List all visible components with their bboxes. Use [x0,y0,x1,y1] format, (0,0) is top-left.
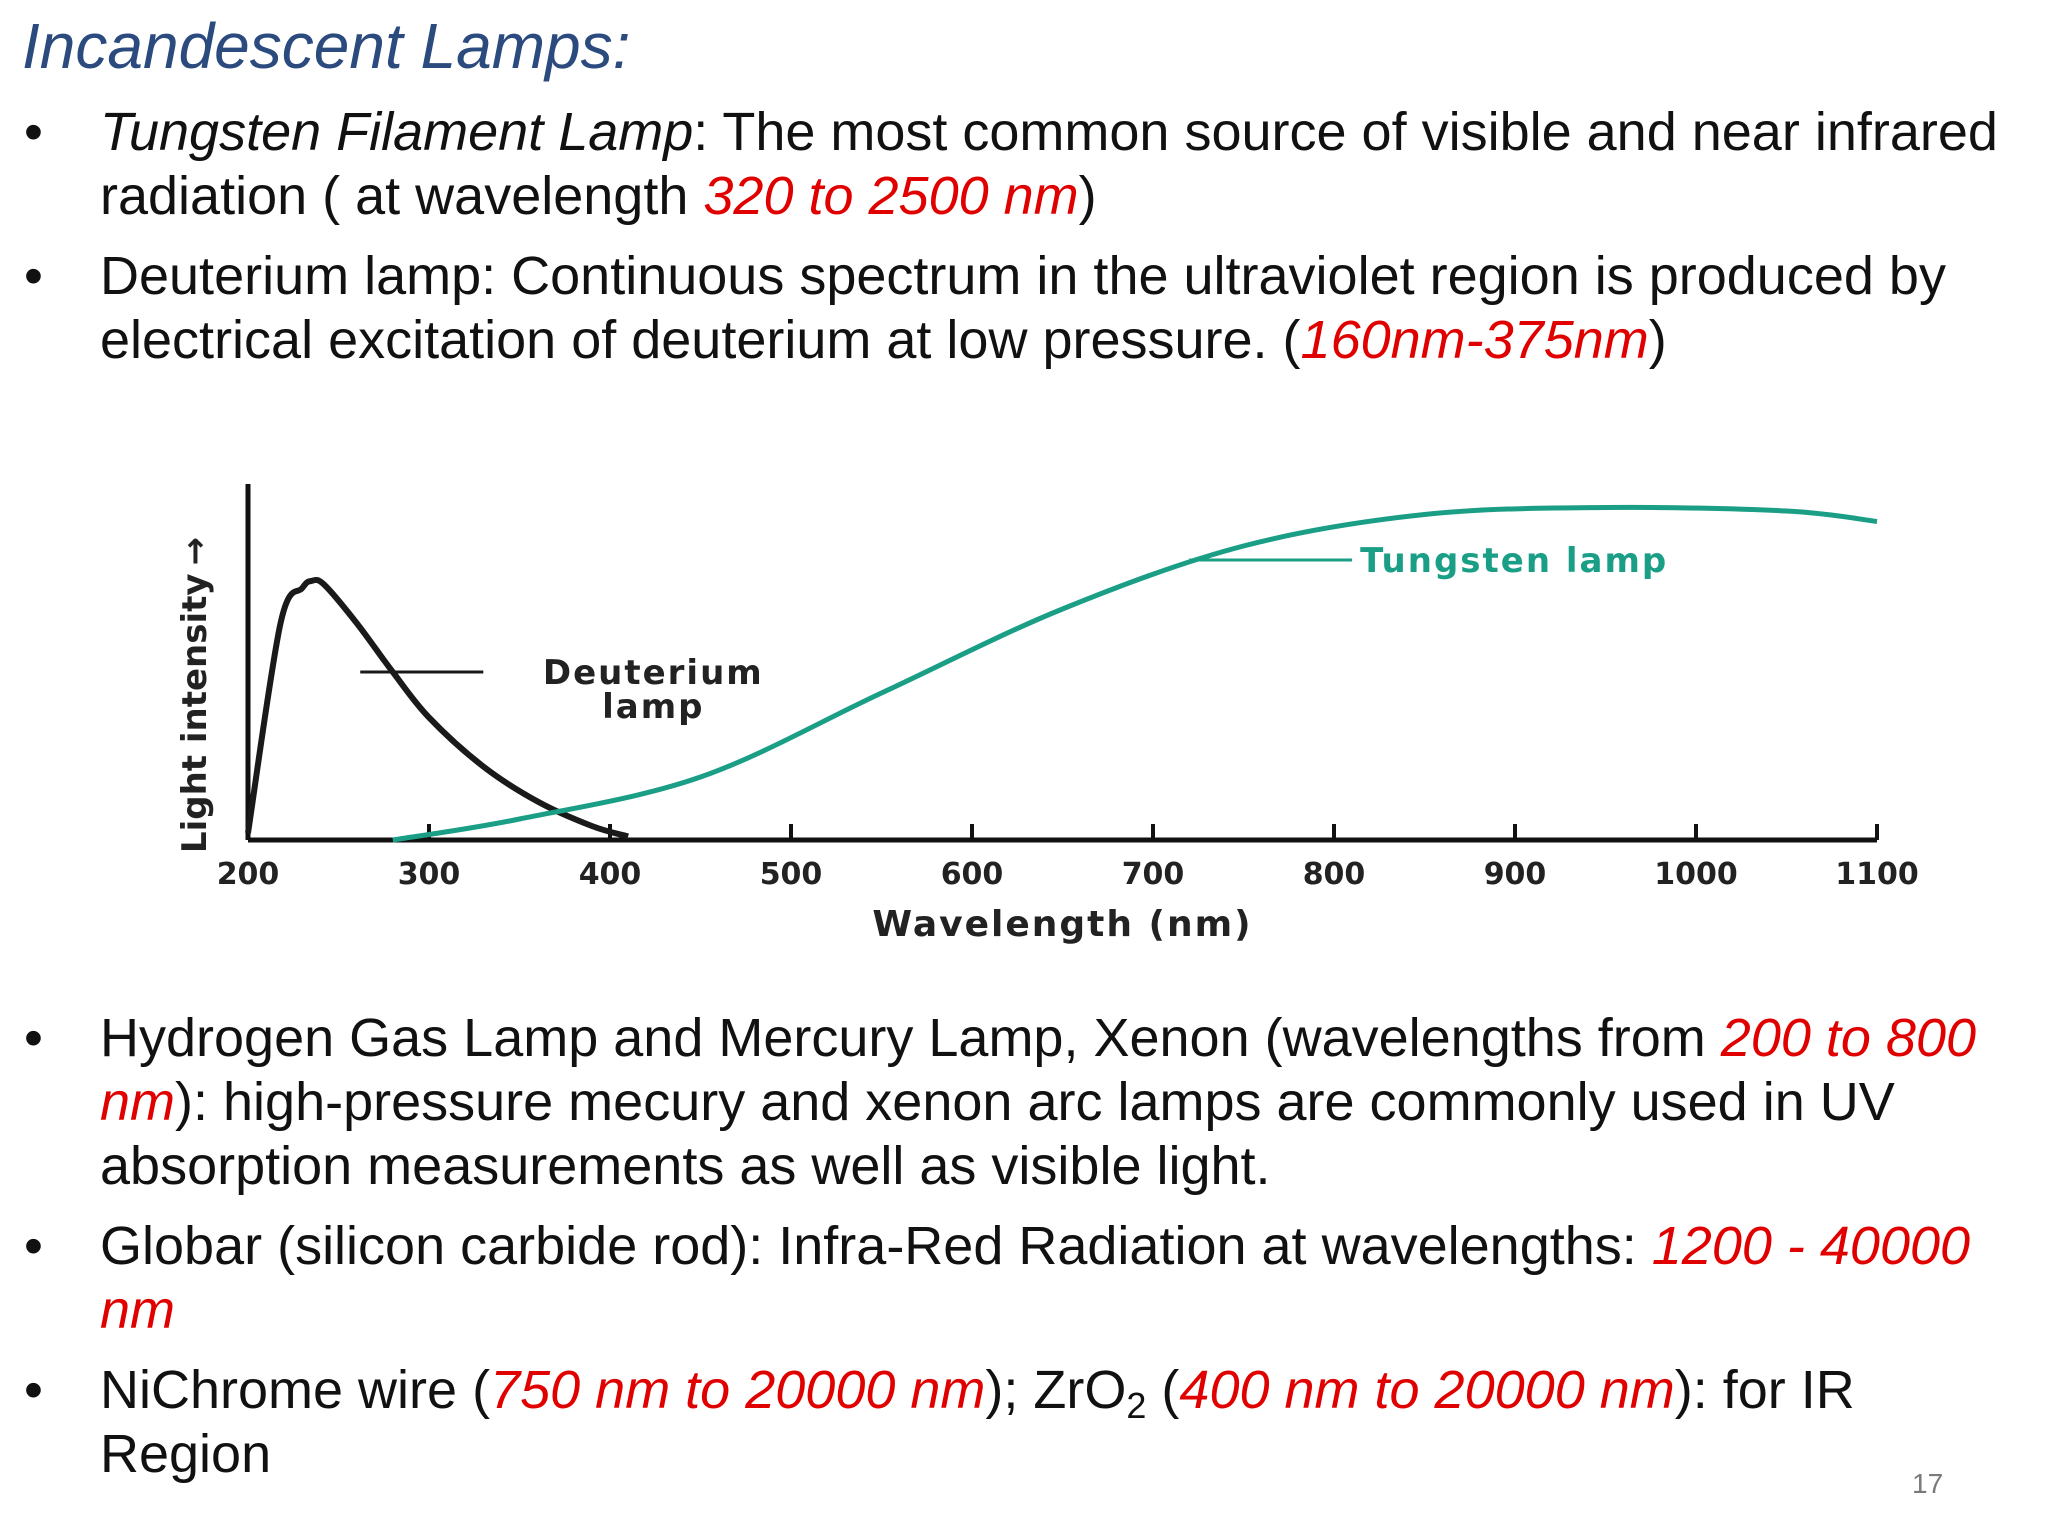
x-tick-label: 400 [579,857,642,892]
bullet-text: ): high-pressure mecury and xenon arc la… [100,1072,1895,1196]
x-axis-label: Wavelength (nm) [872,904,1252,945]
x-tick-label: 200 [217,857,280,892]
bullet-item: NiChrome wire (750 nm to 20000 nm); ZrO2… [0,1358,2030,1486]
highlight-text: 200 to 800 nm [100,1008,1977,1132]
x-tick-label: 500 [760,857,823,892]
bullet-text: : The most common source of visible and … [100,102,1998,226]
bullet-text: ( [1146,1360,1180,1420]
series-label-line: Deuterium [543,653,764,693]
bullet-item: Hydrogen Gas Lamp and Mercury Lamp, Xeno… [0,1006,2030,1198]
x-tick-label: 300 [398,857,461,892]
series-label: Deuterium lamp [543,653,764,727]
x-tick-label: 600 [941,857,1004,892]
slide-number: 17 [1912,1468,1944,1499]
highlight-text: 1200 - 40000 nm [100,1216,1971,1340]
bullet-text: ) [1648,310,1667,370]
bullet-text: Tungsten Filament Lamp [100,102,694,162]
bullet-text: ): for IR Region [100,1360,1855,1484]
bullet-text: Deuterium lamp: Continuous spectrum in t… [100,246,1946,370]
bullet-list-top: Tungsten Filament Lamp: The most common … [0,100,2030,388]
chart-label-layer: Deuterium lamp Tungsten lamp [360,541,1668,727]
y-axis-label: Light intensity → [175,537,215,853]
deuterium-curve [245,576,629,840]
tungsten-curve [392,504,1878,843]
bullet-item: Deuterium lamp: Continuous spectrum in t… [0,244,2030,372]
bullet-item: Globar (silicon carbide rod): Infra-Red … [0,1214,2030,1342]
x-tick-label: 1000 [1654,857,1738,892]
x-tick-label: 800 [1303,857,1366,892]
y-axis-arrow: → [175,537,215,566]
highlight-text: 750 nm to 20000 nm [490,1360,986,1420]
bullet-text: Hydrogen Gas Lamp and Mercury Lamp, Xeno… [100,1008,1721,1068]
bullet-text: Globar (silicon carbide rod): Infra-Red … [100,1216,1652,1276]
bullet-text: ); ZrO [985,1360,1127,1420]
bullet-list-bottom: Hydrogen Gas Lamp and Mercury Lamp, Xeno… [0,1006,2030,1502]
bullet-text: ) [1078,166,1097,226]
bullet-text: NiChrome wire ( [100,1360,491,1420]
series-label-line: Tungsten lamp [1360,541,1668,581]
slide-title: Incandescent Lamps: [22,10,631,82]
highlight-text: 400 nm to 20000 nm [1179,1360,1675,1420]
highlight-text: 320 to 2500 nm [703,166,1079,226]
bullet-text: 2 [1126,1385,1147,1426]
spectrum-chart: 200 300 400 500 600 700 800 900 1000 1100 Waveleng… [175,484,1919,945]
x-tick-label: 900 [1484,857,1547,892]
y-axis-label-group: Light intensity → [175,537,215,853]
chart-axes: 200 300 400 500 600 700 800 900 1000 1100 Waveleng… [175,484,1919,945]
series-label-line: lamp [602,687,704,727]
series-label: Tungsten lamp [1360,541,1668,581]
x-tick-label: 700 [1122,857,1185,892]
x-tick-label: 1100 [1835,857,1919,892]
y-axis-label-text: Light intensity [175,573,215,853]
chart-series-layer [245,504,1878,843]
highlight-text: 160nm-375nm [1300,310,1649,370]
bullet-item: Tungsten Filament Lamp: The most common … [0,100,2030,228]
